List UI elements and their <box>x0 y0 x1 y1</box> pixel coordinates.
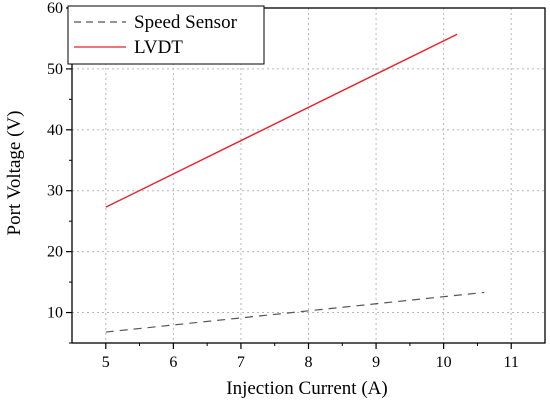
y-tick-label: 30 <box>47 183 63 200</box>
y-tick-label: 10 <box>47 305 63 322</box>
y-tick-label: 40 <box>47 122 63 139</box>
legend: Speed Sensor LVDT <box>67 5 265 65</box>
x-tick-label: 8 <box>305 354 313 371</box>
x-tick-label: 7 <box>237 354 245 371</box>
x-tick-label: 9 <box>372 354 380 371</box>
series-layer <box>105 33 485 333</box>
x-axis-label: Injection Current (A) <box>226 378 387 399</box>
y-tick-label: 50 <box>47 61 63 78</box>
y-tick-label: 60 <box>47 0 63 17</box>
x-tick-label: 6 <box>169 354 177 371</box>
y-axis-label: Port Voltage (V) <box>4 111 25 236</box>
legend-label-speed-sensor: Speed Sensor <box>134 12 238 33</box>
series-line-lvdt <box>105 33 458 208</box>
legend-label-lvdt: LVDT <box>134 37 183 58</box>
legend-box <box>67 5 265 65</box>
ticks: 5 6 7 8 9 10 11 10 20 30 40 50 60 <box>47 0 519 371</box>
x-tick-label: 10 <box>436 354 452 371</box>
x-tick-label: 5 <box>102 354 110 371</box>
y-tick-label: 20 <box>47 244 63 261</box>
series-line-speed-sensor <box>105 291 485 333</box>
x-tick-label: 11 <box>504 354 519 371</box>
